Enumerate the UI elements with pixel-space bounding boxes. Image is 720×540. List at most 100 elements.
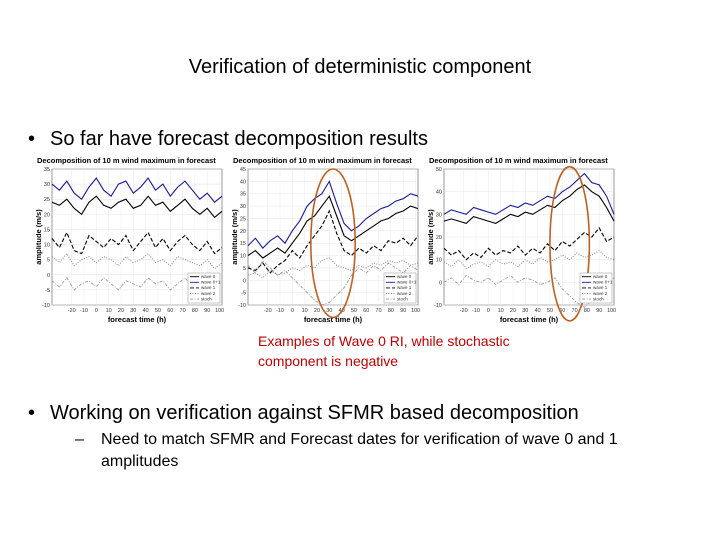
legend-entry: wave 1	[397, 285, 412, 290]
y-tick-label: 10	[44, 243, 50, 249]
x-axis-label: forecast time (h)	[304, 315, 363, 324]
y-tick-label: 35	[240, 192, 246, 198]
decomposition-chart-2: Decomposition of 10 m wind maximum in fo…	[232, 156, 420, 324]
x-tick-label: 90	[204, 308, 210, 314]
y-axis-label: amplitude (m/s)	[232, 209, 239, 265]
legend-entry: wave 2	[201, 291, 216, 296]
series-line-wave-0	[247, 195, 419, 259]
series-line-wave-2	[51, 252, 223, 270]
highlight-ellipse	[310, 168, 356, 319]
bullet-text: So far have forecast decomposition resul…	[50, 128, 428, 150]
legend-entry: stoch	[201, 296, 212, 301]
bullet-marker: •	[28, 128, 36, 150]
series-line-wave-1	[51, 231, 223, 255]
x-tick-label: -10	[472, 308, 480, 314]
x-tick-label: 70	[180, 308, 186, 314]
x-tick-label: 0	[291, 308, 294, 314]
bullet-verification: • Working on verification against SFMR ba…	[28, 402, 579, 425]
x-tick-label: 30	[326, 308, 332, 314]
x-tick-label: 20	[314, 308, 320, 314]
bullet-marker: •	[28, 402, 36, 424]
y-tick-label: 25	[44, 197, 50, 203]
legend-entry: stoch	[397, 296, 408, 301]
x-tick-label: 100	[215, 308, 224, 314]
highlight-ellipse	[549, 165, 591, 322]
y-tick-label: 25	[240, 216, 246, 222]
y-tick-label: 40	[436, 190, 442, 196]
x-tick-label: 10	[106, 308, 112, 314]
y-tick-label: 30	[44, 182, 50, 188]
x-tick-label: 90	[400, 308, 406, 314]
series-line-wave-2	[247, 257, 419, 279]
series-line-wave-2	[443, 249, 615, 270]
y-tick-label: 45	[240, 167, 246, 173]
x-tick-label: 30	[522, 308, 528, 314]
x-tick-label: -20	[68, 308, 76, 314]
x-tick-label: -20	[460, 308, 468, 314]
x-tick-label: 50	[155, 308, 161, 314]
series-line-wave-0-1	[443, 172, 615, 215]
x-tick-label: 40	[143, 308, 149, 314]
series-line-wave-0-1	[51, 177, 223, 203]
chart-title: Decomposition of 10 m wind maximum in fo…	[429, 156, 608, 165]
x-tick-label: 90	[596, 308, 602, 314]
series-line-wave-0-1	[247, 180, 419, 249]
series-line-wave-1	[247, 209, 419, 274]
x-tick-label: 0	[487, 308, 490, 314]
legend-entry: wave 0	[397, 274, 412, 279]
y-tick-label: 20	[44, 212, 50, 218]
decomposition-chart-1: Decomposition of 10 m wind maximum in fo…	[36, 156, 224, 324]
legend-entry: wave 1	[593, 285, 608, 290]
x-tick-label: -20	[264, 308, 272, 314]
chart-title: Decomposition of 10 m wind maximum in fo…	[233, 156, 412, 165]
x-tick-label: 60	[559, 308, 565, 314]
y-tick-label: 35	[44, 167, 50, 173]
x-axis-label: forecast time (h)	[500, 315, 559, 324]
y-tick-label: 20	[436, 235, 442, 241]
y-tick-label: -10	[434, 303, 442, 309]
legend-entry: wave 0	[593, 274, 608, 279]
legend-entry: wave 0+1	[593, 280, 613, 285]
chart-title: Decomposition of 10 m wind maximum in fo…	[37, 156, 216, 165]
y-tick-label: 50	[436, 167, 442, 173]
sub-bullet-text: Need to match SFMR and Forecast dates fo…	[101, 431, 618, 470]
x-tick-label: 50	[351, 308, 357, 314]
sub-bullet-match-dates: – Need to match SFMR and Forecast dates …	[75, 429, 695, 473]
x-tick-label: 10	[302, 308, 308, 314]
x-tick-label: 40	[535, 308, 541, 314]
caption-line-2: component is negative	[258, 353, 399, 369]
x-tick-label: 60	[167, 308, 173, 314]
legend-entry: stoch	[593, 296, 604, 301]
bullet-text: Working on verification against SFMR bas…	[50, 402, 579, 424]
x-tick-label: 50	[547, 308, 553, 314]
y-tick-label: -5	[45, 288, 50, 294]
series-line-wave-0	[51, 195, 223, 219]
x-tick-label: 60	[363, 308, 369, 314]
x-tick-label: 30	[130, 308, 136, 314]
series-line-stoch	[247, 259, 419, 306]
series-line-stoch	[443, 274, 615, 308]
x-tick-label: -10	[80, 308, 88, 314]
y-tick-label: 0	[47, 273, 50, 279]
y-tick-label: 5	[47, 258, 50, 264]
y-tick-label: 15	[44, 227, 50, 233]
y-tick-label: 10	[436, 258, 442, 264]
chart-caption: Examples of Wave 0 RI, while stochastic …	[258, 331, 578, 371]
x-tick-label: 80	[584, 308, 590, 314]
y-tick-label: 0	[243, 278, 246, 284]
caption-line-1: Examples of Wave 0 RI, while stochastic	[258, 333, 510, 349]
legend-entry: wave 2	[397, 291, 412, 296]
y-tick-label: -5	[241, 291, 246, 297]
legend-entry: wave 0+1	[201, 280, 221, 285]
bullet-forecast-decomposition: • So far have forecast decomposition resu…	[28, 128, 428, 151]
x-tick-label: 0	[95, 308, 98, 314]
x-tick-label: 70	[572, 308, 578, 314]
y-tick-label: 40	[240, 179, 246, 185]
x-tick-label: 100	[411, 308, 420, 314]
legend-entry: wave 0	[201, 274, 216, 279]
y-axis-label: amplitude (m/s)	[36, 209, 43, 265]
x-axis-label: forecast time (h)	[108, 315, 167, 324]
y-tick-label: -10	[238, 303, 246, 309]
y-tick-label: 0	[439, 280, 442, 286]
legend-entry: wave 0+1	[397, 280, 417, 285]
